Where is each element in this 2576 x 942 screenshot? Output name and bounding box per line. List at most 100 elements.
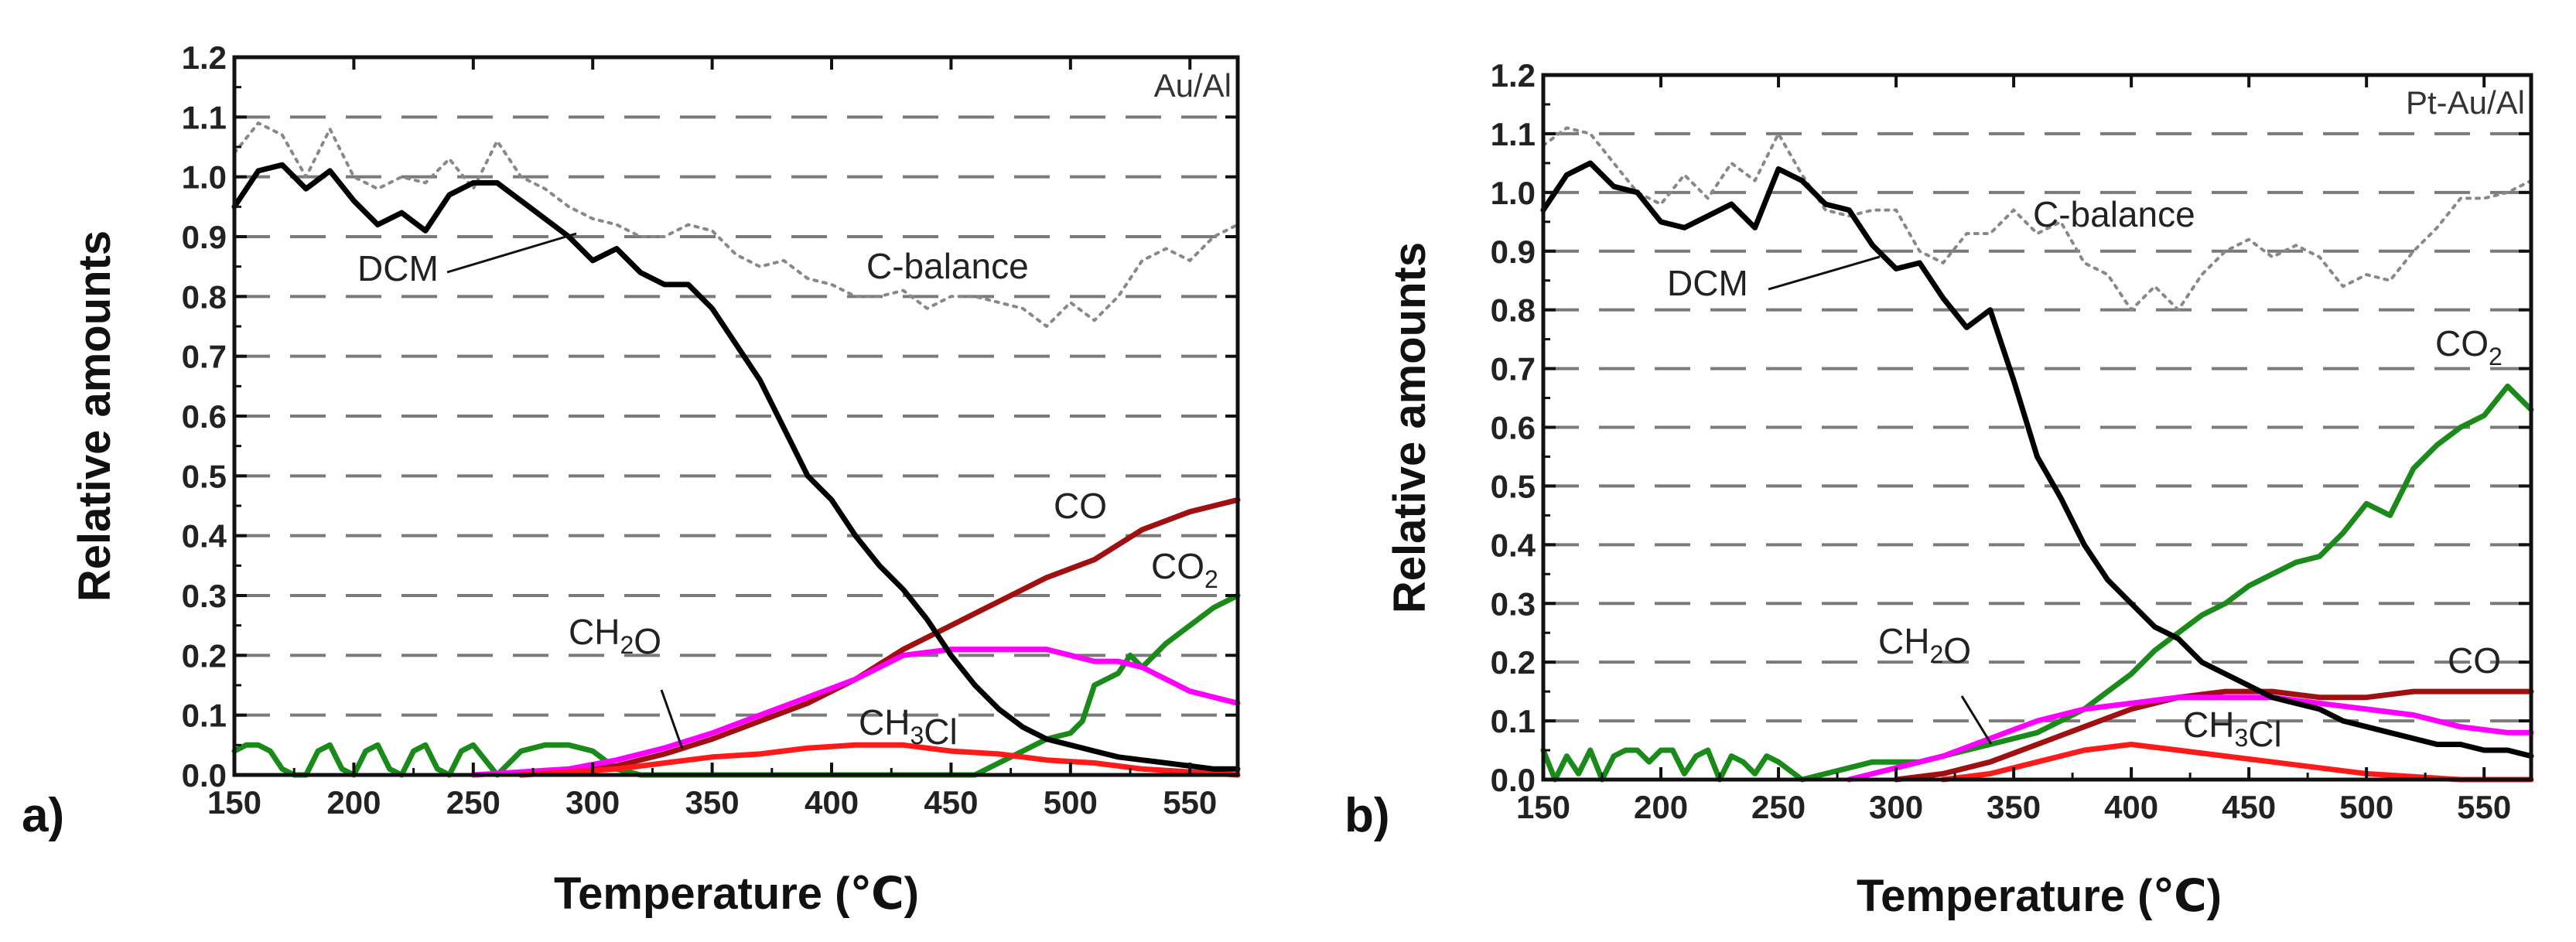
- x-tick-label: 500: [2339, 789, 2393, 825]
- annotation-leader-line: [660, 689, 684, 749]
- y-tick-label: 0.1: [1491, 703, 1536, 739]
- y-tick-label: 0.9: [1491, 234, 1536, 270]
- annotation-text: DCM: [357, 248, 439, 288]
- x-tick-label: 550: [1163, 784, 1217, 821]
- series-dcm-line: [231, 162, 1241, 772]
- catalyst-label: Au/Al: [1154, 67, 1232, 104]
- annotation-text: CH: [1878, 621, 1929, 661]
- annotation-leader-line: [446, 232, 577, 274]
- y-tick-label: 0.5: [182, 458, 227, 494]
- y-tick-label: 1.2: [1491, 57, 1536, 94]
- annotation-text: DCM: [1667, 263, 1748, 303]
- y-tick-label: 0.7: [1491, 351, 1536, 387]
- series-co-line: [1893, 688, 2534, 783]
- y-tick-label: 0.2: [182, 637, 227, 674]
- y-tick-label: 0.0: [182, 757, 227, 794]
- y-axis-title: Relative amounts: [1385, 242, 1435, 613]
- panel-a: 0.0 0.1 0.2 0.3 0.4 0.5 0.6 0.7 0.8 0.9 1.0 1.1 1.2 1…: [22, 39, 1241, 919]
- x-axis-title: Temperature (℃): [554, 869, 919, 919]
- y-tick-label: 0.4: [182, 518, 227, 555]
- annotation-text: O: [634, 621, 661, 661]
- series-ch3cl-line: [518, 742, 1241, 778]
- panel-b: 0.0 0.1 0.2 0.3 0.4 0.5 0.6 0.7 0.8 0.9 1.0 1.1 1.2 1…: [1344, 57, 2534, 921]
- y-tick-label: 1.0: [1491, 175, 1536, 211]
- x-tick-label: 150: [1516, 789, 1570, 825]
- annotation-text: CH: [859, 702, 910, 742]
- series-ch2o-line: [470, 647, 1241, 778]
- catalyst-label: Pt-Au/Al: [2406, 84, 2525, 121]
- annotation-text: C-balance: [866, 246, 1029, 286]
- annotation-label: C-balance: [866, 246, 1029, 286]
- annotation-label: C-balance: [2033, 194, 2195, 234]
- y-tick-label: 0.3: [182, 578, 227, 614]
- x-tick-label: 250: [446, 784, 501, 821]
- y-tick-label: 0.5: [1491, 468, 1536, 504]
- series-co2-line: [231, 592, 1241, 778]
- series-c-balance-line: [1542, 126, 2533, 312]
- annotation-label: CO: [1054, 486, 1107, 526]
- y-tick-label: 0.6: [1491, 410, 1536, 446]
- annotation-label: CH3Cl: [2183, 705, 2282, 754]
- x-tick-label: 200: [1634, 789, 1688, 825]
- x-tick-label: 300: [565, 784, 620, 821]
- series-dcm-line: [1540, 160, 2534, 759]
- y-tick-label: 1.0: [182, 159, 227, 196]
- series-co-line: [518, 497, 1241, 778]
- x-tick-label: 500: [1044, 784, 1098, 821]
- x-tick-label: 400: [2104, 789, 2158, 825]
- x-tick-label: 450: [2222, 789, 2276, 825]
- x-tick-label: 350: [1987, 789, 2041, 825]
- annotation-label: CO: [2448, 640, 2501, 681]
- annotation-label: CH3Cl: [859, 702, 958, 752]
- annotation-text: CH: [569, 612, 620, 652]
- y-tick-label: 0.0: [1491, 762, 1536, 798]
- annotation-text: C-balance: [2033, 194, 2195, 234]
- y-tick-label: 0.6: [182, 398, 227, 435]
- x-tick-label: 150: [207, 784, 261, 821]
- x-tick-label: 450: [924, 784, 978, 821]
- annotation-label: CH2O: [569, 612, 661, 661]
- annotation-label: CO2: [1151, 546, 1218, 593]
- panel-label: b): [1344, 789, 1390, 842]
- x-tick-label: 400: [805, 784, 859, 821]
- annotation-subscript: 2: [1204, 565, 1218, 593]
- annotation-subscript: 2: [620, 631, 634, 659]
- x-tick-label: 250: [1751, 789, 1806, 825]
- y-tick-label: 1.1: [1491, 116, 1536, 152]
- x-tick-label: 300: [1869, 789, 1923, 825]
- x-tick-label: 350: [685, 784, 740, 821]
- y-tick-label: 1.2: [182, 39, 227, 76]
- annotation-text: CO: [1151, 546, 1204, 586]
- annotation-text: Cl: [924, 712, 957, 752]
- annotation-subscript: 2: [2489, 343, 2503, 370]
- y-tick-label: 0.8: [182, 278, 227, 315]
- y-tick-label: 0.8: [1491, 292, 1536, 329]
- annotation-text: Cl: [2248, 714, 2281, 754]
- y-tick-label: 0.9: [182, 219, 227, 255]
- annotation-text: CH: [2183, 705, 2234, 745]
- y-tick-label: 0.7: [182, 339, 227, 375]
- series-ch2o-line: [1846, 695, 2534, 783]
- annotation-text: CO: [1054, 486, 1107, 526]
- panel-label: a): [22, 789, 64, 842]
- annotation-label: DCM: [357, 248, 439, 288]
- x-tick-label: 550: [2457, 789, 2511, 825]
- annotation-leader-line: [1768, 255, 1881, 291]
- series-c-balance-line: [233, 121, 1239, 328]
- y-tick-label: 1.1: [182, 99, 227, 135]
- annotation-leader-line: [1960, 695, 1993, 745]
- annotation-text: O: [1943, 630, 1971, 671]
- y-axis-title: Relative amounts: [70, 230, 120, 602]
- x-tick-label: 200: [326, 784, 381, 821]
- annotation-subscript: 3: [2234, 724, 2248, 752]
- y-tick-label: 0.2: [1491, 644, 1536, 681]
- annotation-text: CO: [2435, 323, 2489, 363]
- x-axis-title: Temperature (℃): [1857, 871, 2222, 921]
- annotation-label: DCM: [1667, 263, 1748, 303]
- annotation-label: CH2O: [1878, 621, 1971, 671]
- annotation-subscript: 2: [1929, 640, 1943, 668]
- y-tick-label: 0.3: [1491, 585, 1536, 622]
- annotation-text: CO: [2448, 640, 2501, 681]
- annotation-label: CO2: [2435, 323, 2503, 370]
